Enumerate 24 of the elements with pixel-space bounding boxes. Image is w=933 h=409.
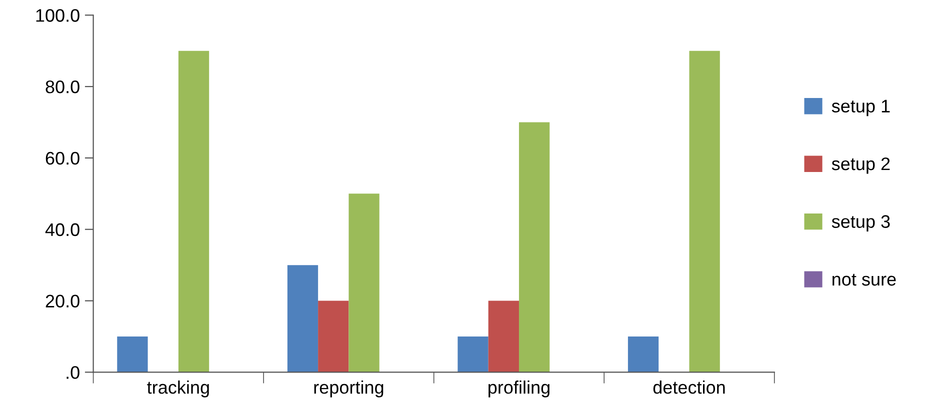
bar xyxy=(318,300,349,372)
y-tick-label: 100.0 xyxy=(36,9,80,22)
x-tick-label: detection xyxy=(653,380,725,394)
legend-label: not sure xyxy=(832,274,896,286)
bar xyxy=(117,336,148,372)
bar xyxy=(178,50,210,372)
y-tick-label: 80.0 xyxy=(46,80,80,94)
y-tick-label: 60.0 xyxy=(46,152,80,165)
y-tick-label: 20.0 xyxy=(46,294,80,308)
bar xyxy=(518,122,550,372)
bar xyxy=(458,336,488,372)
x-tick-label: tracking xyxy=(147,380,209,398)
bar xyxy=(628,336,659,372)
bar xyxy=(689,50,720,372)
bar xyxy=(488,300,519,372)
legend-label: setup 2 xyxy=(832,157,890,174)
x-tick-label: profiling xyxy=(488,380,550,398)
legend-label: setup 3 xyxy=(832,215,890,232)
y-tick-label: .0 xyxy=(66,366,80,379)
y-tick-label: 40.0 xyxy=(45,223,80,236)
legend-label: setup 1 xyxy=(832,100,890,116)
bar xyxy=(287,265,318,372)
x-tick-label: reporting xyxy=(314,380,384,398)
bar xyxy=(348,194,380,372)
